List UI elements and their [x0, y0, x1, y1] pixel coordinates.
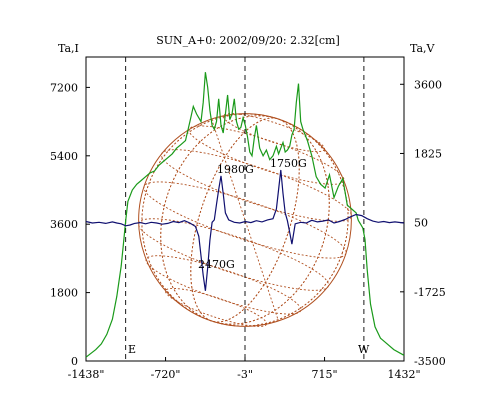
- left-axis-label: Ta,I: [58, 42, 79, 55]
- latitude-line: [143, 181, 347, 259]
- annotation-2470g: 2470G: [198, 258, 235, 271]
- latitude-line: [164, 287, 268, 327]
- latitude-line: [145, 255, 302, 315]
- x-tick-label: 715": [312, 368, 338, 381]
- y-right-tick-label: -1725: [414, 286, 446, 299]
- y-left-tick-label: 0: [71, 355, 78, 368]
- y-right-tick-label: 50: [414, 217, 428, 230]
- y-left-tick-label: 3600: [50, 218, 78, 231]
- east-limb-label: E: [128, 343, 136, 356]
- x-tick-label: -3": [237, 368, 253, 381]
- y-left-tick-label: 7200: [50, 81, 78, 94]
- x-tick-label: 1432": [387, 368, 420, 381]
- chart-title: SUN_A+0: 2002/09/20: 2.32[cm]: [156, 34, 340, 47]
- central-meridian: [211, 118, 279, 322]
- latitude-line: [188, 125, 345, 185]
- y-right-tick-label: 3600: [414, 78, 442, 91]
- y-right-tick-label: 1825: [414, 147, 442, 160]
- annotation-1980g: 1980G: [217, 163, 254, 176]
- right-axis-label: Ta,V: [410, 42, 436, 55]
- west-limb-label: W: [358, 343, 370, 356]
- annotation-1750g: 1750G: [270, 157, 307, 170]
- longitude-line: [141, 113, 349, 327]
- y-left-tick-label: 1800: [50, 287, 78, 300]
- latitude-line: [222, 113, 326, 153]
- y-right-tick-label: -3500: [414, 355, 446, 368]
- y-left-tick-label: 5400: [50, 150, 78, 163]
- x-tick-label: -720": [151, 368, 181, 381]
- x-tick-label: -1438": [68, 368, 105, 381]
- series-stokes-i-line: [85, 72, 405, 358]
- series-stokes-v-line: [85, 169, 405, 291]
- longitude-line: [190, 117, 300, 323]
